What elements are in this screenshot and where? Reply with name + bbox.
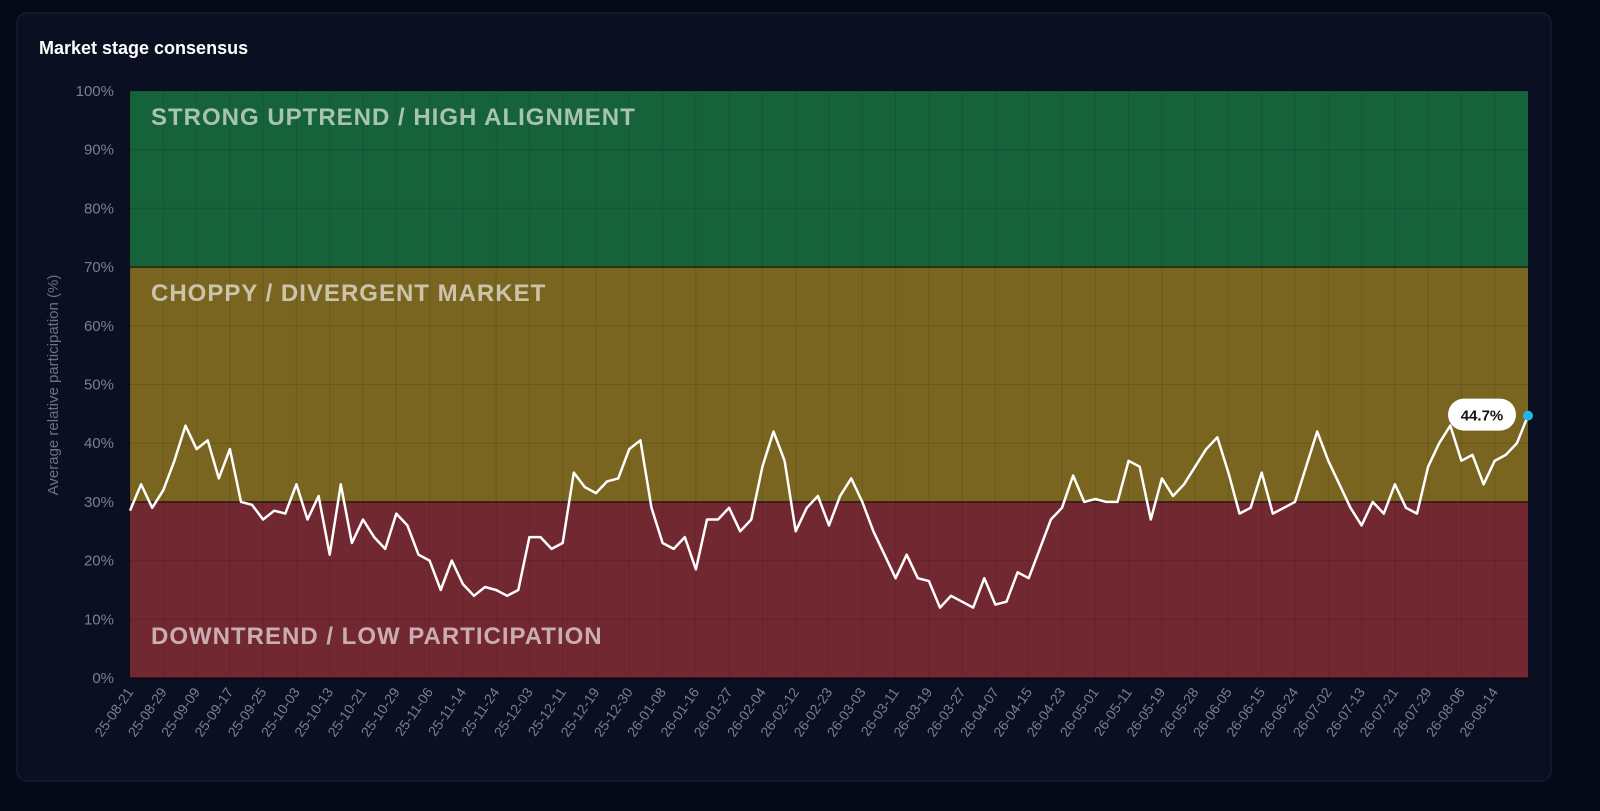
zone-band — [130, 501, 1528, 678]
y-tick-label: 40% — [84, 435, 114, 452]
y-tick-label: 10% — [84, 611, 114, 628]
y-tick-label: 100% — [76, 83, 114, 100]
y-tick-label: 50% — [84, 377, 114, 394]
value-label: 44.7% — [1461, 408, 1504, 425]
y-axis-label: Average relative participation (%) — [45, 275, 62, 496]
y-tick-label: 20% — [84, 553, 114, 570]
zone-label: STRONG UPTREND / HIGH ALIGNMENT — [151, 104, 636, 131]
series-line — [128, 415, 1530, 609]
chart-title: Market stage consensus — [39, 38, 248, 58]
y-tick-label: 70% — [84, 259, 114, 276]
y-tick-label: 90% — [84, 142, 114, 159]
y-tick-label: 30% — [84, 494, 114, 511]
zone-label: DOWNTREND / LOW PARTICIPATION — [151, 623, 603, 650]
y-tick-label: 80% — [84, 200, 114, 217]
last-point — [1523, 410, 1533, 421]
value-label-pill — [1448, 398, 1516, 431]
zone-label: CHOPPY / DIVERGENT MARKET — [151, 280, 546, 307]
y-tick-label: 0% — [92, 670, 114, 687]
zone-band — [130, 267, 1528, 502]
zone-band — [130, 91, 1528, 268]
y-tick-label: 60% — [84, 318, 114, 335]
